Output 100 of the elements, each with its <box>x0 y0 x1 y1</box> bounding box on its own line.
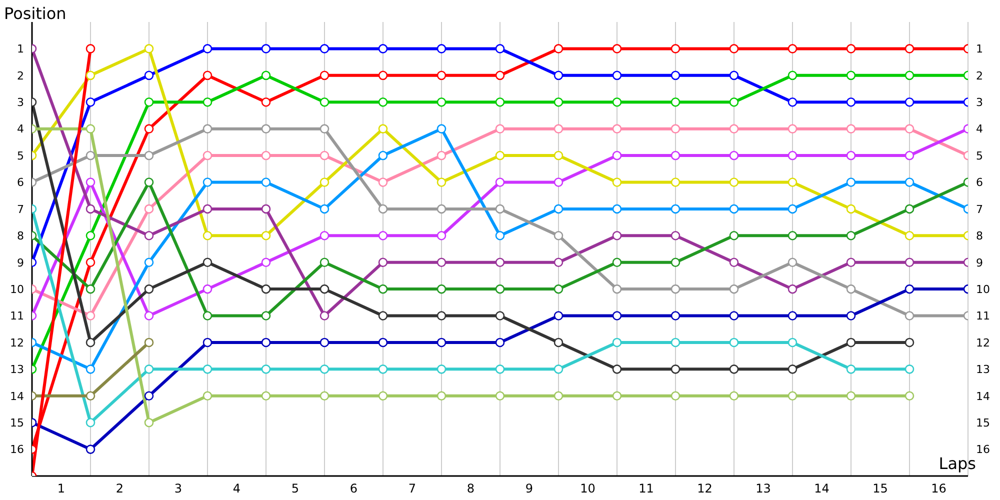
y-tick-label: 11 <box>10 310 24 323</box>
point <box>788 338 798 348</box>
point <box>904 178 914 187</box>
point <box>86 391 96 401</box>
point <box>554 44 564 54</box>
point <box>554 178 564 187</box>
point <box>495 258 505 268</box>
point <box>86 338 96 348</box>
point <box>261 204 271 214</box>
point <box>495 178 505 187</box>
point <box>378 150 388 160</box>
point <box>612 258 622 268</box>
y2-tick-label: 15 <box>976 416 990 430</box>
point <box>788 178 798 187</box>
point <box>904 364 914 374</box>
point <box>86 284 96 294</box>
point <box>846 311 856 320</box>
x-tick-label: 10 <box>580 482 596 496</box>
point <box>86 44 96 54</box>
point <box>729 150 739 160</box>
point <box>436 338 446 348</box>
y-axis-title: Position <box>4 4 66 23</box>
point <box>202 311 212 320</box>
point <box>729 124 739 134</box>
point <box>495 364 505 374</box>
point <box>554 364 564 374</box>
y2-tick-label: 11 <box>976 310 990 323</box>
point <box>261 338 271 348</box>
point <box>261 124 271 134</box>
point <box>495 70 505 80</box>
point <box>788 124 798 134</box>
point <box>846 70 856 80</box>
point <box>261 230 271 240</box>
y-tick-label: 14 <box>10 390 24 403</box>
point <box>670 258 680 268</box>
point <box>729 44 739 54</box>
y-tick-label: 3 <box>17 96 24 110</box>
point <box>378 97 388 107</box>
point <box>554 391 564 401</box>
point <box>554 230 564 240</box>
point <box>320 178 330 187</box>
point <box>495 97 505 107</box>
x-tick-label: 16 <box>931 482 946 496</box>
point <box>495 391 505 401</box>
point <box>612 150 622 160</box>
point <box>202 97 212 107</box>
x-tick-label: 14 <box>814 482 830 496</box>
point <box>378 204 388 214</box>
point <box>320 258 330 268</box>
point <box>436 178 446 187</box>
point <box>320 311 330 320</box>
y-tick-label: 9 <box>17 256 24 270</box>
point <box>320 284 330 294</box>
point <box>378 311 388 320</box>
point <box>378 178 388 187</box>
point <box>144 178 154 187</box>
point <box>788 391 798 401</box>
point <box>86 258 96 268</box>
point <box>846 338 856 348</box>
x-tick-label: 4 <box>232 482 241 496</box>
point <box>144 258 154 268</box>
point <box>670 311 680 320</box>
y2-tick-label: 16 <box>976 443 990 456</box>
point <box>554 70 564 80</box>
point <box>436 124 446 134</box>
point <box>904 150 914 160</box>
point <box>86 124 96 134</box>
point <box>144 391 154 401</box>
point <box>670 338 680 348</box>
x-tick-label: 1 <box>57 482 66 496</box>
point <box>904 258 914 268</box>
point <box>612 124 622 134</box>
point <box>788 70 798 80</box>
point <box>612 230 622 240</box>
point <box>144 150 154 160</box>
point <box>612 391 622 401</box>
point <box>788 258 798 268</box>
point <box>729 284 739 294</box>
point <box>320 124 330 134</box>
point <box>904 44 914 54</box>
point <box>788 97 798 107</box>
point <box>554 204 564 214</box>
point <box>729 97 739 107</box>
point <box>144 70 154 80</box>
point <box>261 44 271 54</box>
point <box>86 444 96 454</box>
point <box>86 178 96 187</box>
point <box>729 204 739 214</box>
point <box>261 70 271 80</box>
point <box>670 150 680 160</box>
point <box>554 124 564 134</box>
point <box>554 258 564 268</box>
y2-tick-label: 14 <box>976 390 990 403</box>
point <box>904 284 914 294</box>
point <box>378 230 388 240</box>
y2-tick-label: 6 <box>976 176 983 190</box>
point <box>495 338 505 348</box>
point <box>202 364 212 374</box>
point <box>202 150 212 160</box>
point <box>144 124 154 134</box>
